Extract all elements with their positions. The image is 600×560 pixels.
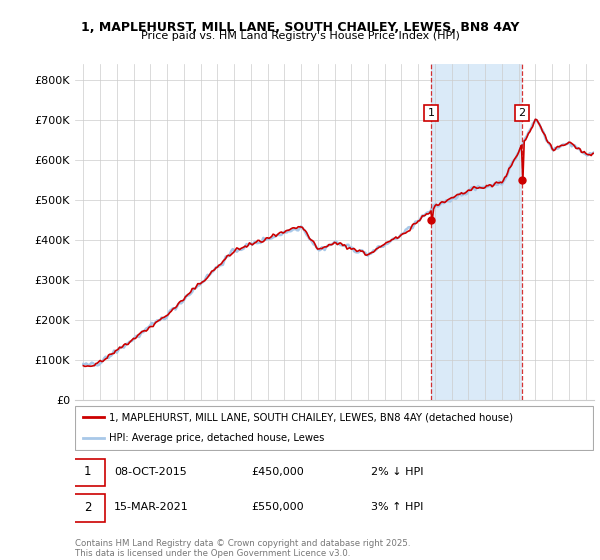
- Text: HPI: Average price, detached house, Lewes: HPI: Average price, detached house, Lewe…: [109, 433, 324, 444]
- Text: 1: 1: [84, 465, 91, 478]
- Text: 15-MAR-2021: 15-MAR-2021: [114, 502, 188, 512]
- Text: Contains HM Land Registry data © Crown copyright and database right 2025.
This d: Contains HM Land Registry data © Crown c…: [75, 539, 410, 558]
- Bar: [431, 64, 522, 400]
- Text: 3% ↑ HPI: 3% ↑ HPI: [371, 502, 423, 512]
- Text: 2: 2: [518, 108, 526, 118]
- Text: 1, MAPLEHURST, MILL LANE, SOUTH CHAILEY, LEWES, BN8 4AY (detached house): 1, MAPLEHURST, MILL LANE, SOUTH CHAILEY,…: [109, 412, 513, 422]
- FancyBboxPatch shape: [75, 406, 593, 450]
- FancyBboxPatch shape: [70, 494, 105, 521]
- Text: £450,000: £450,000: [251, 466, 304, 477]
- Text: Price paid vs. HM Land Registry's House Price Index (HPI): Price paid vs. HM Land Registry's House …: [140, 31, 460, 41]
- Text: 2: 2: [84, 501, 91, 514]
- Text: 08-OCT-2015: 08-OCT-2015: [114, 466, 187, 477]
- Text: 1: 1: [428, 108, 434, 118]
- FancyBboxPatch shape: [70, 459, 105, 486]
- Text: 1, MAPLEHURST, MILL LANE, SOUTH CHAILEY, LEWES, BN8 4AY: 1, MAPLEHURST, MILL LANE, SOUTH CHAILEY,…: [81, 21, 519, 34]
- Text: 2% ↓ HPI: 2% ↓ HPI: [371, 466, 424, 477]
- Text: £550,000: £550,000: [251, 502, 304, 512]
